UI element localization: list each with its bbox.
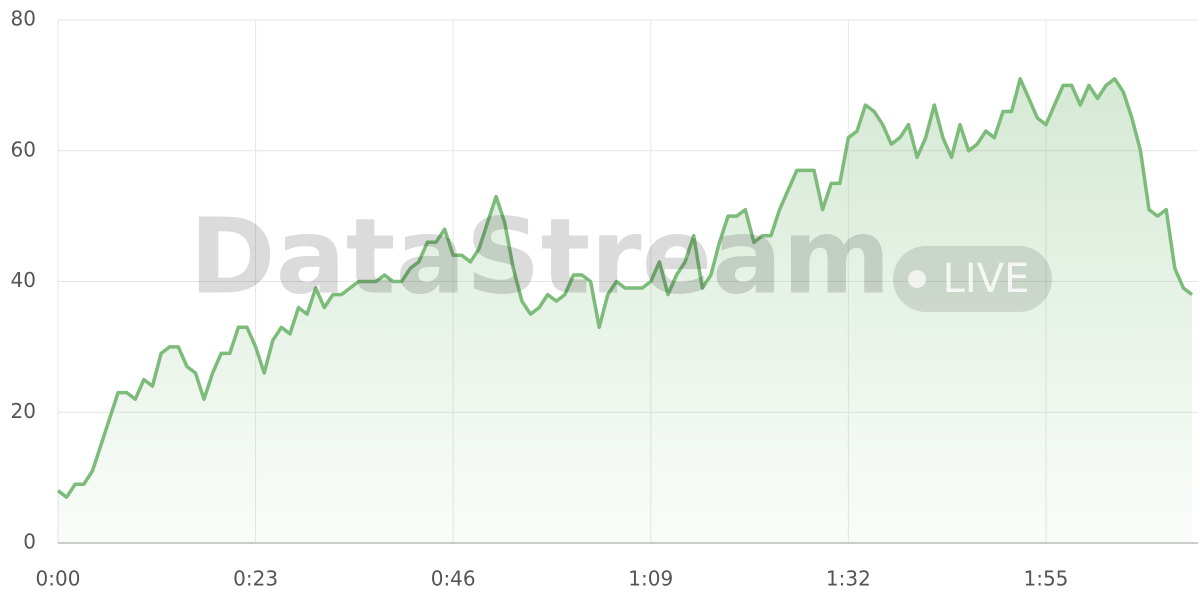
live-label: LIVE xyxy=(943,256,1030,302)
y-tick-label: 60 xyxy=(11,137,36,161)
watermark: DataStream xyxy=(189,195,890,317)
area xyxy=(58,78,1192,544)
x-tick-label: 0:46 xyxy=(431,567,476,591)
x-tick-label: 0:23 xyxy=(233,567,278,591)
x-tick-label: 0:00 xyxy=(36,567,81,591)
x-tick-label: 1:32 xyxy=(826,567,871,591)
x-tick-label: 1:55 xyxy=(1023,567,1068,591)
y-tick-label: 80 xyxy=(11,7,36,31)
live-badge xyxy=(893,246,1052,312)
live-dot xyxy=(908,270,926,288)
x-tick-label: 1:09 xyxy=(628,567,673,591)
y-tick-label: 0 xyxy=(23,530,36,554)
y-tick-label: 20 xyxy=(11,399,36,423)
line xyxy=(56,77,1194,499)
y-tick-label: 40 xyxy=(11,268,36,292)
